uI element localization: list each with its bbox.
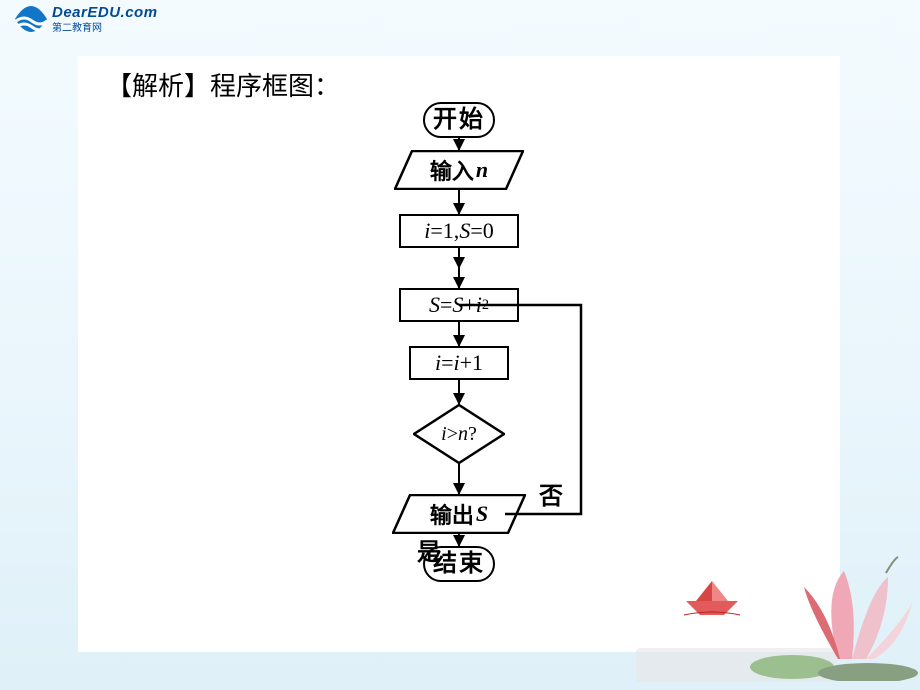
node-output-label: 输出 <box>430 498 474 530</box>
edge-arrow <box>458 248 461 268</box>
node-init: i=1,S=0 <box>399 214 519 248</box>
flowchart: 开始 输入n i=1,S=0 S=S+i2 i=i+1 i>n? <box>309 102 609 582</box>
branch-label-yes: 是 <box>417 532 441 567</box>
lotus-flower-icon <box>748 551 918 686</box>
node-output: 输出S <box>392 494 526 534</box>
edge-arrow <box>458 138 461 150</box>
edge-arrow <box>458 464 461 494</box>
paper-boat-icon <box>682 579 742 622</box>
brand-logo: DearEDU.com 第二教育网 <box>14 4 158 34</box>
node-input: 输入n <box>394 150 524 190</box>
edge-line <box>458 268 461 276</box>
node-start: 开始 <box>423 102 495 138</box>
edge-arrow <box>458 190 461 214</box>
node-output-var: S <box>476 501 488 527</box>
page-title: 【解析】程序框图： <box>106 66 340 103</box>
globe-wave-icon <box>14 5 48 33</box>
edge-arrow <box>458 380 461 404</box>
edge-arrow <box>458 322 461 346</box>
node-input-label: 输入 <box>430 154 474 186</box>
node-input-var: n <box>476 157 488 183</box>
branch-label-no: 否 <box>539 476 563 511</box>
node-incr: i=i+1 <box>409 346 509 380</box>
node-cond: i>n? <box>413 404 505 464</box>
slide-page: 【解析】程序框图： 开始 输入n i=1,S=0 S=S+i2 i=i+1 <box>78 56 840 652</box>
edge-arrow <box>458 276 461 288</box>
brand-subtitle: 第二教育网 <box>52 19 158 34</box>
edge-arrow <box>458 534 461 546</box>
node-accum: S=S+i2 <box>399 288 519 322</box>
